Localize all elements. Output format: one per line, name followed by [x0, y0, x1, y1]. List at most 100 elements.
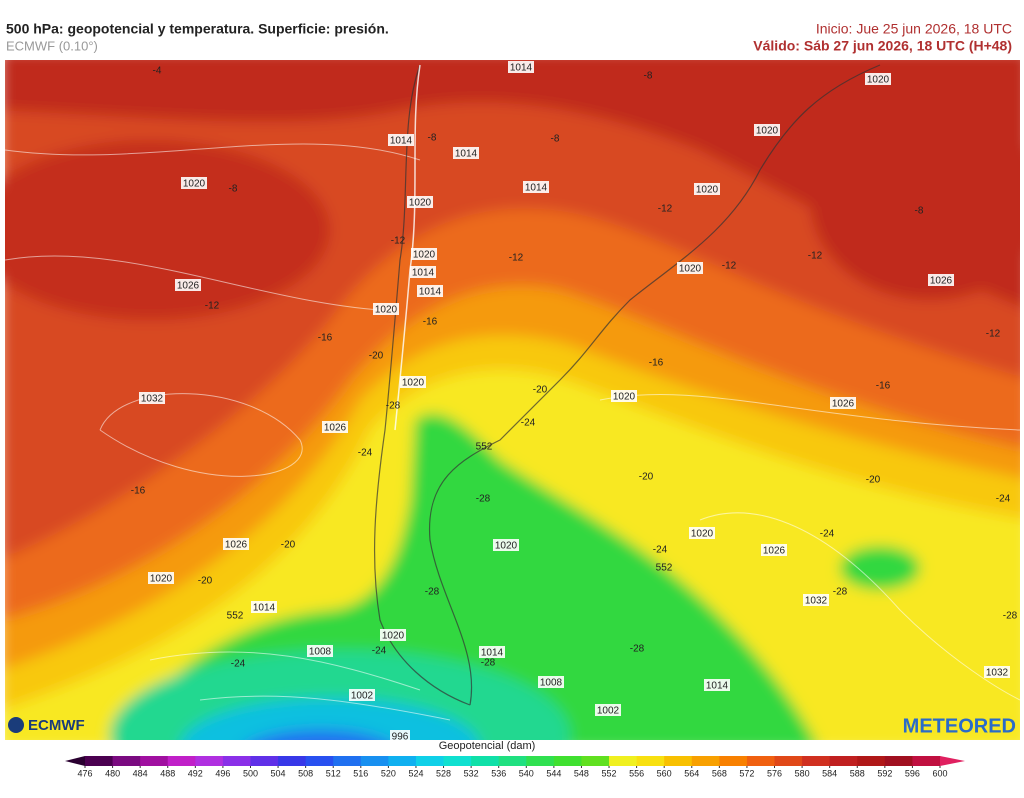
map-label: -28: [630, 644, 645, 655]
map-label: 1020: [183, 179, 206, 190]
label-box: [407, 196, 433, 208]
map-label: 552: [476, 442, 493, 453]
label-box: [508, 61, 534, 73]
map-label: 1026: [225, 540, 248, 551]
colorbar-tick-label: 528: [436, 768, 451, 778]
map-label: -28: [425, 587, 440, 598]
colorbar-segment: [471, 756, 500, 766]
colorbar-tick-label: 508: [298, 768, 313, 778]
map-label: -12: [509, 253, 524, 264]
map-label: -24: [820, 529, 835, 540]
colorbar-segment: [746, 756, 776, 766]
colorbar-tick-label: 596: [905, 768, 920, 778]
colorbar: 476 480 484 488 492 496 500 504 508 512 516 520 524 5…: [65, 756, 965, 778]
colorbar-tick-label: 516: [353, 768, 368, 778]
map-label: -12: [808, 251, 823, 262]
label-box: [417, 285, 443, 297]
map-label: 1020: [613, 392, 636, 403]
colorbar-segment: [195, 756, 224, 766]
map-label: 1014: [525, 183, 548, 194]
colorbar-tick-label: 492: [188, 768, 203, 778]
label-box: [611, 390, 637, 402]
map-label: -28: [1003, 611, 1018, 622]
map-label: -12: [391, 236, 406, 247]
colorbar-segment: [884, 756, 913, 766]
colorbar-segment: [443, 756, 472, 766]
label-box: [538, 676, 564, 688]
colorbar-tick-label: 548: [574, 768, 589, 778]
map-label: -24: [653, 545, 668, 556]
label-box: [223, 538, 249, 550]
colorbar-tick-label: 504: [271, 768, 286, 778]
map-label: -16: [649, 358, 664, 369]
colorbar-segment: [140, 756, 169, 766]
map-label: -4: [153, 66, 162, 77]
colorbar-segment: [609, 756, 638, 766]
map-label: 1026: [763, 546, 786, 557]
map-label: 1020: [867, 75, 890, 86]
colorbar-segment: [278, 756, 307, 766]
colorbar-tick-label: 532: [464, 768, 479, 778]
label-box: [761, 544, 787, 556]
map-label: 1014: [706, 681, 729, 692]
map-label: 1032: [805, 596, 828, 607]
valid-time: Válido: Sáb 27 jun 2026, 18 UTC (H+48): [753, 38, 1012, 54]
label-box: [928, 274, 954, 286]
map-label: 1020: [413, 250, 436, 261]
map-label: -20: [369, 351, 384, 362]
map-label: 1008: [540, 678, 563, 689]
colorbar-tick-label: 560: [657, 768, 672, 778]
label-box: [388, 134, 414, 146]
map-label: 1014: [510, 63, 533, 74]
colorbar-segment: [581, 756, 610, 766]
colorbar-end: [65, 756, 85, 766]
colorbar-tick-label: 496: [215, 768, 230, 778]
subtitle: ECMWF (0.10°): [6, 38, 98, 53]
colorbar-segment: [829, 756, 858, 766]
colorbar-segment: [774, 756, 803, 766]
map-label: -12: [658, 204, 673, 215]
colorbar-tick-label: 488: [160, 768, 175, 778]
colorbar-tick-label: 552: [602, 768, 617, 778]
label-box: [349, 689, 375, 701]
map-label: 1014: [390, 136, 413, 147]
colorbar-segment: [857, 756, 886, 766]
colorbar-segment: [167, 756, 196, 766]
label-box: [803, 594, 829, 606]
map-label: -8: [644, 71, 653, 82]
logo-right: METEORED: [903, 715, 1016, 737]
label-box: [148, 572, 174, 584]
colorbar-tick-label: 568: [712, 768, 727, 778]
map-label: 1026: [930, 276, 953, 287]
map-label: -16: [423, 317, 438, 328]
colorbar-label: Geopotencial (dam): [439, 740, 536, 752]
map-label: -12: [986, 329, 1001, 340]
map-label: -8: [428, 133, 437, 144]
map-label: 552: [227, 611, 244, 622]
map-label: -20: [198, 576, 213, 587]
label-box: [830, 397, 856, 409]
map-label: 552: [656, 563, 673, 574]
label-box: [251, 601, 277, 613]
label-box: [410, 266, 436, 278]
map-label: 1014: [419, 287, 442, 298]
map-label: -16: [876, 381, 891, 392]
label-box: [694, 183, 720, 195]
colorbar-tick-label: 580: [795, 768, 810, 778]
colorbar-segment: [553, 756, 582, 766]
map-label: -28: [386, 401, 401, 412]
map-label: 1014: [481, 648, 504, 659]
colorbar-tick-label: 588: [850, 768, 865, 778]
colorbar-tick-label: 576: [767, 768, 782, 778]
colorbar-segment: [912, 756, 941, 766]
colorbar-segment: [305, 756, 334, 766]
colorbar-tick-label: 600: [932, 768, 947, 778]
map-label: -24: [996, 494, 1011, 505]
colorbar-segment: [664, 756, 693, 766]
label-box: [493, 539, 519, 551]
map-label: 1020: [150, 574, 173, 585]
colorbar-tick-label: 544: [546, 768, 561, 778]
map-label: 1026: [324, 423, 347, 434]
colorbar-tick-label: 556: [629, 768, 644, 778]
map-label: -28: [481, 658, 496, 669]
